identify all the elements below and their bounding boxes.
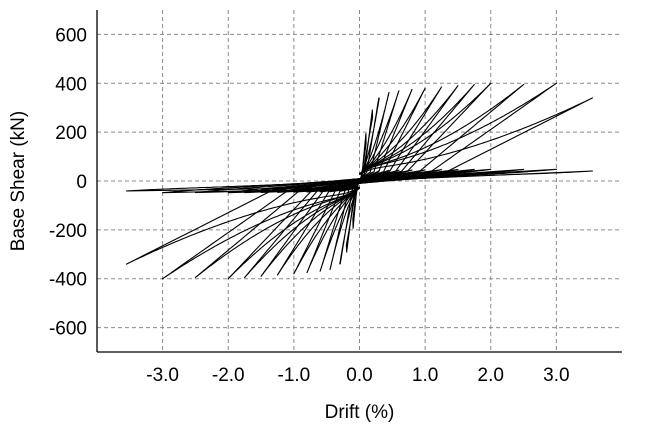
x-tick-label: 2.0: [478, 365, 504, 386]
y-tick-label: 200: [55, 123, 87, 144]
x-tick-label: 0.0: [346, 365, 372, 386]
x-tick-label: 1.0: [412, 365, 438, 386]
hysteresis-loop-14: [125, 97, 594, 265]
data-layer: [125, 82, 594, 280]
y-tick-label: -600: [49, 319, 87, 340]
x-axis-title: Drift (%): [325, 402, 395, 423]
x-tick-label: -1.0: [278, 365, 311, 386]
hysteresis-loop-13: [162, 82, 557, 280]
y-tick-label: 600: [55, 25, 87, 46]
grid-layer: [97, 10, 622, 352]
x-tick-label: -2.0: [212, 365, 245, 386]
y-tick-label: 0: [76, 172, 87, 193]
y-tick-label: -200: [49, 221, 87, 242]
x-tick-label: -3.0: [146, 365, 179, 386]
y-tick-label: -400: [49, 270, 87, 291]
x-tick-label: 3.0: [543, 365, 569, 386]
y-axis-title: Base Shear (kN): [8, 111, 29, 251]
y-tick-label: 400: [55, 74, 87, 95]
axes-frame: [96, 10, 622, 353]
tick-labels: -3.0 -2.0 -1.0 0.0 1.0 2.0 3.0 -600 -400 -200 0 200…: [49, 25, 570, 386]
